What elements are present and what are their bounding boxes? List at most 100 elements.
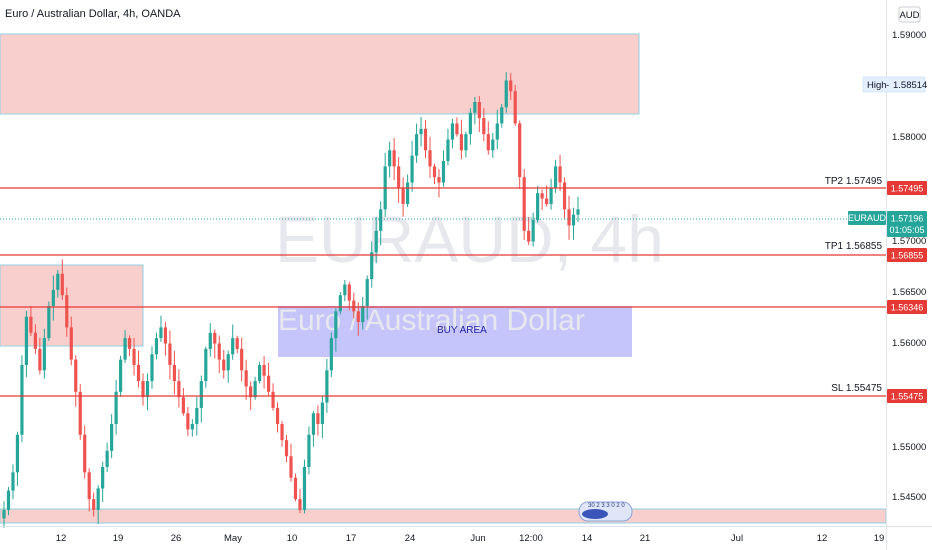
x-tick-label: 19	[874, 533, 885, 544]
chart-title: Euro / Australian Dollar, 4h, OANDA	[5, 8, 181, 20]
candle-body	[60, 273, 64, 296]
x-tick-label: 10	[287, 533, 298, 544]
supply-zone-top	[0, 33, 640, 115]
candle-body	[338, 295, 342, 312]
buy-area-label: BUY AREA	[437, 325, 487, 336]
tp1-price-badge: 1.56855	[887, 248, 927, 262]
candle-body	[159, 327, 163, 339]
candle-body	[455, 123, 459, 135]
candle-body	[284, 440, 289, 457]
candle-body	[56, 273, 60, 290]
candle-body	[123, 338, 127, 360]
candle-body	[437, 177, 441, 183]
candle-body	[571, 214, 576, 226]
x-tick-label: 14	[582, 533, 593, 544]
candle-body	[414, 134, 419, 156]
countdown-value: 01:05:05	[889, 225, 924, 235]
candle-body	[428, 150, 432, 167]
current-symbol: EURAUD	[848, 213, 887, 223]
candle-body	[258, 364, 262, 382]
candle-body	[509, 80, 513, 92]
candle-body	[253, 381, 257, 398]
candle-body	[298, 499, 302, 510]
candle-body	[567, 209, 571, 226]
candle-body	[195, 407, 199, 425]
watermark-symbol: EURAUD, 4h	[275, 202, 664, 276]
candle-body	[293, 477, 298, 500]
y-tick-label: 1.56000	[892, 338, 926, 349]
candle-body	[302, 466, 307, 510]
candle-body	[145, 381, 150, 398]
candle-body	[141, 381, 145, 398]
y-tick-label: 1.55000	[892, 442, 926, 453]
tp2-price-badge: 1.57495	[887, 181, 927, 195]
candle-body	[105, 450, 109, 467]
candle-body	[213, 332, 217, 344]
candle-body	[289, 456, 293, 478]
high-badge-label: High	[867, 80, 887, 91]
candle-body	[208, 332, 212, 349]
x-tick-label: 24	[405, 533, 416, 544]
candle-body	[464, 134, 468, 151]
candle-body	[343, 284, 347, 296]
currency-button-label: AUD	[899, 10, 919, 21]
candle-body	[280, 424, 284, 441]
x-tick-label: Jul	[731, 533, 743, 544]
candle-body	[150, 354, 154, 382]
candle-body	[96, 488, 100, 510]
candle-body	[38, 348, 42, 371]
candle-body	[419, 128, 423, 135]
candle-body	[513, 91, 517, 124]
candle-body	[401, 187, 405, 204]
high-badge-separator: -	[886, 80, 889, 91]
candle-body	[553, 166, 558, 188]
candle-body	[20, 364, 24, 435]
currency-button[interactable]: AUD	[898, 6, 921, 23]
candle-body	[217, 343, 221, 360]
candle-body	[136, 364, 141, 382]
candle-body	[172, 364, 177, 382]
x-tick-label: 12	[817, 533, 828, 544]
bottom-zone	[0, 508, 887, 524]
candle-body	[204, 348, 208, 382]
candle-body	[504, 80, 508, 108]
tp2-tag: TP2 1.57495	[825, 176, 883, 187]
candle-body	[177, 381, 181, 398]
candle-body	[522, 177, 526, 231]
candle-body	[222, 359, 226, 371]
candle-body	[352, 300, 356, 312]
candle-body	[405, 182, 410, 204]
candle-body	[92, 499, 96, 510]
candle-body	[536, 193, 540, 221]
candle-body	[576, 209, 580, 215]
candle-body	[42, 338, 46, 371]
sl-tag: SL 1.55475	[831, 383, 882, 394]
candle-body	[473, 101, 477, 113]
sl-price-value: 1.55475	[891, 392, 924, 402]
candle-body	[78, 391, 82, 435]
y-tick-label: 1.59000	[892, 30, 926, 41]
candle-body	[450, 123, 455, 140]
candle-body	[441, 161, 446, 183]
tp1-price-value: 1.56855	[891, 251, 924, 261]
tp2-price-value: 1.57495	[891, 184, 924, 194]
candles-group	[2, 72, 580, 528]
candle-body	[374, 230, 378, 253]
candle-body	[101, 466, 105, 489]
candle-body	[65, 295, 69, 328]
candle-body	[459, 134, 464, 151]
high-badge: High - 1.58514	[862, 76, 927, 93]
candle-body	[6, 490, 11, 510]
candle-body	[446, 139, 450, 162]
candle-body	[531, 220, 535, 242]
candle-body	[132, 348, 136, 365]
x-tick-label: 12	[56, 533, 67, 544]
y-tick-label: 1.57000	[892, 236, 926, 247]
candle-body	[83, 434, 87, 473]
candle-body	[356, 311, 360, 323]
y-tick-label: 1.56500	[892, 287, 926, 298]
x-tick-label: 12:00	[519, 533, 543, 544]
candle-body	[527, 230, 531, 242]
candle-body	[24, 316, 29, 365]
